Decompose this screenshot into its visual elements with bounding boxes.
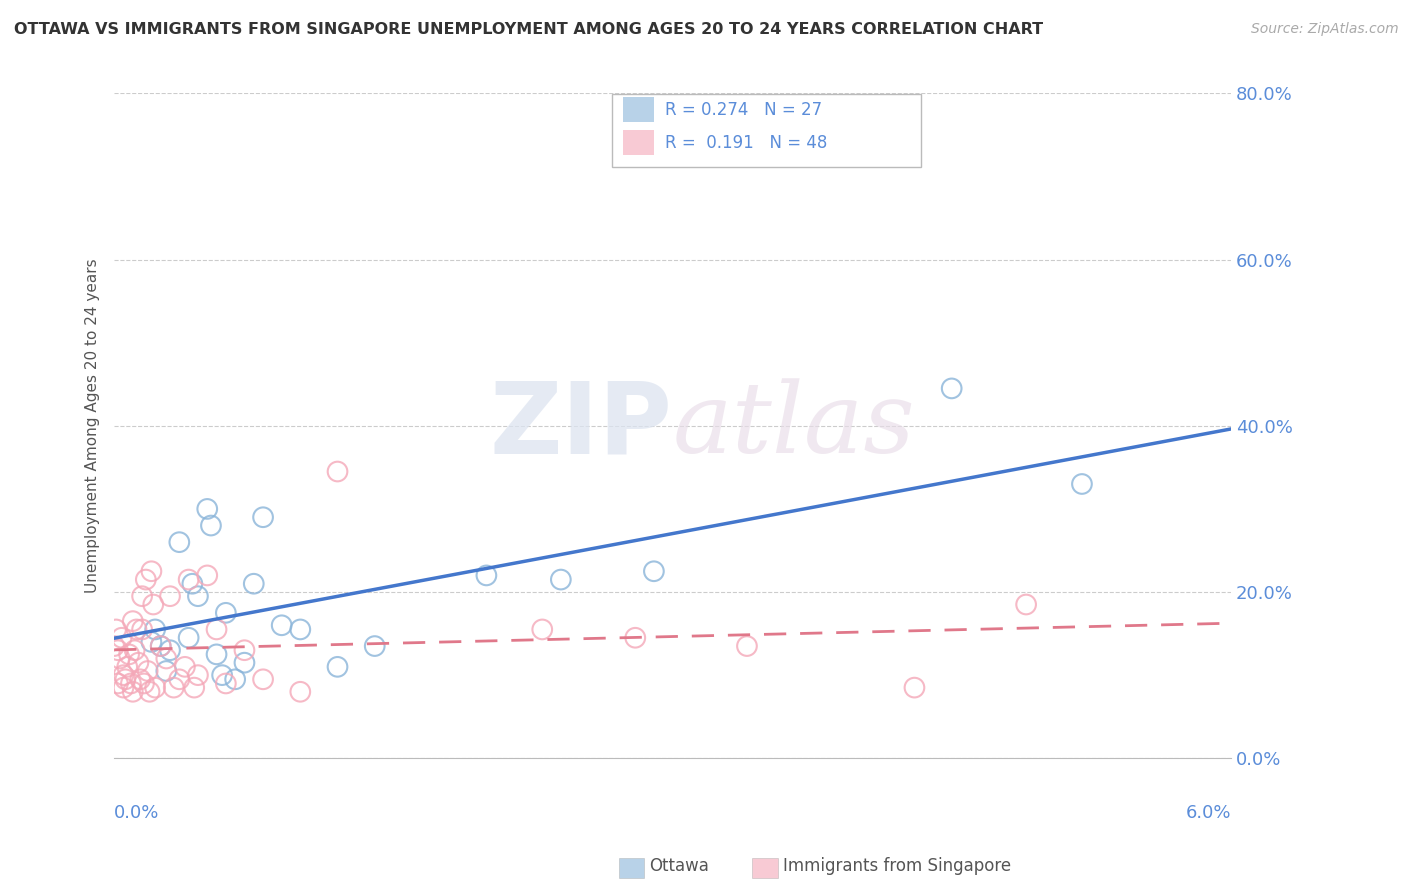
Point: [624, 631, 647, 645]
Text: Ottawa: Ottawa: [650, 857, 710, 875]
Text: 0.0%: 0.0%: [114, 804, 159, 822]
Point: [125, 623, 148, 637]
Point: [103, 639, 125, 653]
Point: [142, 598, 165, 612]
Point: [159, 643, 181, 657]
Point: [903, 681, 925, 695]
Point: [233, 643, 256, 657]
Point: [163, 681, 186, 695]
Point: [183, 681, 205, 695]
Point: [138, 685, 160, 699]
Point: [187, 589, 209, 603]
Point: [120, 676, 142, 690]
Point: [550, 573, 572, 587]
Point: [735, 639, 758, 653]
Point: [111, 631, 134, 645]
Text: Source: ZipAtlas.com: Source: ZipAtlas.com: [1251, 22, 1399, 37]
Text: atlas: atlas: [672, 378, 915, 474]
Point: [112, 668, 135, 682]
Point: [114, 673, 136, 687]
Point: [181, 576, 204, 591]
Point: [129, 673, 152, 687]
Point: [1071, 477, 1094, 491]
Point: [195, 502, 218, 516]
Text: ZIP: ZIP: [489, 377, 672, 475]
Point: [195, 568, 218, 582]
Point: [643, 564, 665, 578]
Point: [107, 676, 129, 690]
Point: [224, 673, 246, 687]
Point: [233, 656, 256, 670]
Point: [475, 568, 498, 582]
Point: [149, 639, 172, 653]
Point: [242, 576, 264, 591]
Point: [141, 564, 163, 578]
Point: [174, 660, 197, 674]
Point: [141, 635, 163, 649]
Point: [108, 651, 131, 665]
Text: Immigrants from Singapore: Immigrants from Singapore: [783, 857, 1011, 875]
Point: [118, 648, 141, 662]
Point: [187, 668, 209, 682]
Point: [131, 623, 153, 637]
Text: OTTAWA VS IMMIGRANTS FROM SINGAPORE UNEMPLOYMENT AMONG AGES 20 TO 24 YEARS CORRE: OTTAWA VS IMMIGRANTS FROM SINGAPORE UNEM…: [14, 22, 1043, 37]
Point: [177, 573, 200, 587]
Point: [136, 664, 159, 678]
Point: [215, 676, 238, 690]
Point: [531, 623, 554, 637]
Point: [326, 660, 349, 674]
Point: [135, 573, 157, 587]
Point: [143, 681, 166, 695]
Point: [131, 589, 153, 603]
Point: [155, 651, 177, 665]
Point: [169, 535, 191, 549]
Point: [270, 618, 292, 632]
Y-axis label: Unemployment Among Ages 20 to 24 years: Unemployment Among Ages 20 to 24 years: [86, 259, 100, 593]
Point: [112, 681, 135, 695]
Point: [252, 510, 274, 524]
Text: R = 0.274   N = 27: R = 0.274 N = 27: [665, 101, 823, 119]
Text: 6.0%: 6.0%: [1185, 804, 1230, 822]
Point: [159, 589, 181, 603]
Point: [177, 631, 200, 645]
Point: [941, 381, 963, 395]
Point: [132, 676, 155, 690]
Point: [326, 465, 349, 479]
Point: [364, 639, 387, 653]
Point: [127, 656, 149, 670]
Point: [105, 623, 128, 637]
Point: [290, 685, 312, 699]
Point: [290, 623, 312, 637]
Point: [121, 685, 143, 699]
Point: [124, 643, 146, 657]
Point: [169, 673, 191, 687]
Point: [121, 614, 143, 628]
Point: [200, 518, 222, 533]
Point: [155, 664, 177, 678]
Point: [215, 606, 238, 620]
Point: [252, 673, 274, 687]
Point: [149, 639, 172, 653]
Text: R =  0.191   N = 48: R = 0.191 N = 48: [665, 134, 827, 152]
Point: [205, 648, 228, 662]
Point: [143, 623, 166, 637]
Point: [107, 643, 129, 657]
Point: [1015, 598, 1038, 612]
Point: [205, 623, 228, 637]
Point: [211, 668, 233, 682]
Point: [115, 660, 138, 674]
